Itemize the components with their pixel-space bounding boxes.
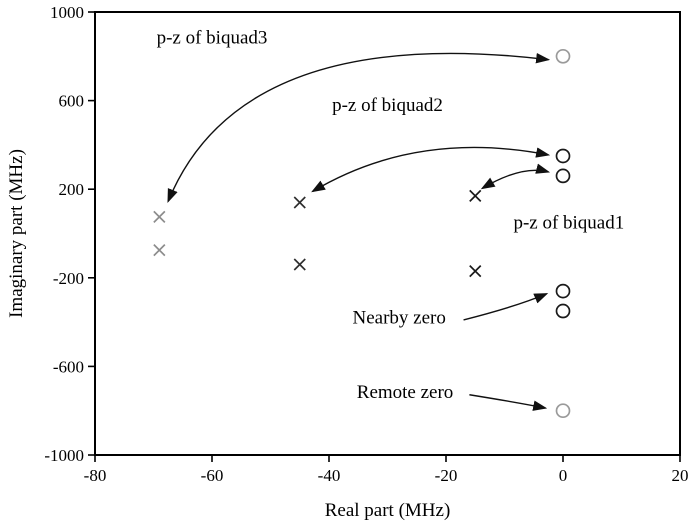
x-axis-label: Real part (MHz) <box>325 500 451 521</box>
biquad2-zeros-marker <box>555 303 571 319</box>
nearby-zero-arrow <box>463 293 549 321</box>
y-tick-label: -1000 <box>44 446 84 465</box>
y-tick-label: -600 <box>53 357 84 376</box>
biquad3-poles-marker <box>153 210 166 223</box>
biquad2-zeros-marker <box>555 148 571 164</box>
nearby-zero-label: Nearby zero <box>353 308 446 329</box>
biquad1-poles-marker <box>469 265 482 278</box>
biquad1-label: p-z of biquad1 <box>513 212 624 233</box>
biquad1-poles-marker <box>469 189 482 202</box>
biquad1-zeros-marker <box>555 283 571 299</box>
biquad2-poles-marker <box>293 258 306 271</box>
remote-zero-arrow <box>469 394 548 411</box>
biquad3-label: p-z of biquad3 <box>157 27 268 48</box>
y-tick-label: 200 <box>59 180 85 199</box>
biquad2-arrow <box>311 146 551 193</box>
x-tick-label: -80 <box>84 466 107 485</box>
x-tick-label: -60 <box>201 466 224 485</box>
biquad3-poles-marker <box>153 244 166 257</box>
biquad3-arrow <box>167 52 551 204</box>
y-tick-label: -200 <box>53 269 84 288</box>
remote-zero-label: Remote zero <box>357 382 454 403</box>
y-tick-label: 1000 <box>50 3 84 22</box>
biquad3-zeros-marker <box>555 48 571 64</box>
y-axis-label: Imaginary part (MHz) <box>6 149 27 318</box>
x-tick-label: -40 <box>318 466 341 485</box>
biquad1-zeros-marker <box>555 168 571 184</box>
biquad1-arrow <box>480 163 551 190</box>
x-tick-label: 0 <box>559 466 568 485</box>
biquad3-zeros-marker <box>555 403 571 419</box>
biquad2-label: p-z of biquad2 <box>332 95 443 116</box>
x-tick-label: -20 <box>435 466 458 485</box>
x-tick-label: 20 <box>672 466 689 485</box>
y-tick-label: 600 <box>59 92 85 111</box>
biquad2-poles-marker <box>293 196 306 209</box>
